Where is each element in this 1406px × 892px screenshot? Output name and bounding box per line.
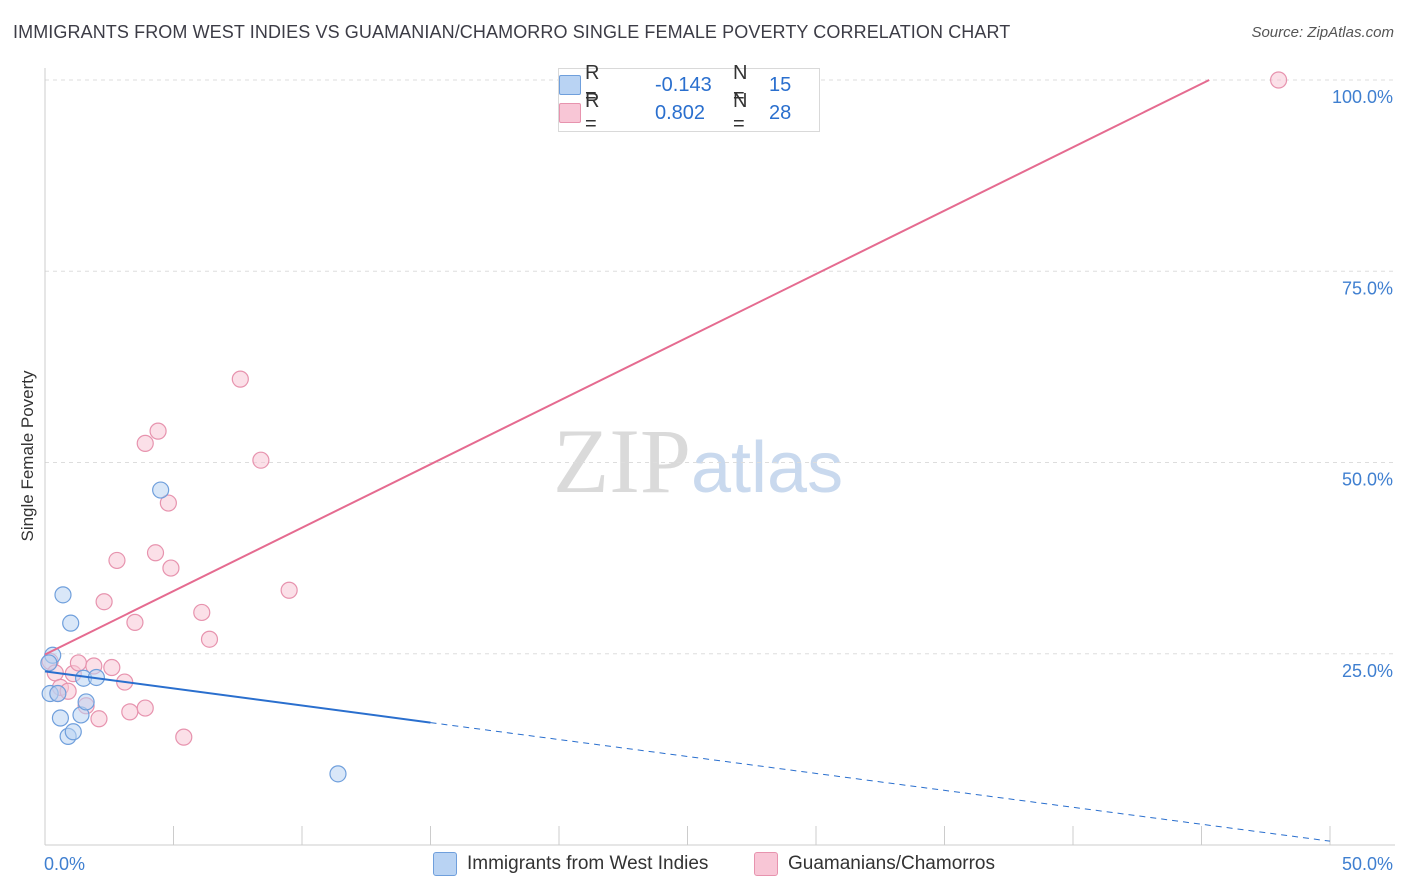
legend-n-label: N =	[733, 90, 748, 135]
legend-r-value: -0.143	[655, 73, 712, 96]
legend-swatch-blue	[433, 852, 457, 876]
data-point-guamanian	[200, 630, 219, 648]
data-point-guamanian	[252, 451, 270, 469]
data-point-west-indies	[64, 723, 82, 741]
legend-swatch-blue	[559, 75, 581, 95]
legend-label: Immigrants from West Indies	[467, 853, 709, 874]
source-label: Source: ZipAtlas.com	[1251, 24, 1394, 41]
watermark-atlas: atlas	[691, 428, 844, 508]
x-tick-label: 0.0%	[44, 854, 85, 874]
legend-item-west-indies[interactable]: Immigrants from West Indies	[433, 852, 708, 876]
trendline-west-indies	[44, 670, 431, 724]
data-point-guamanian	[280, 581, 298, 599]
data-point-west-indies	[77, 693, 95, 711]
legend-label: Guamanians/Chamorros	[788, 853, 995, 874]
data-point-west-indies	[54, 586, 72, 604]
correlation-legend: R = -0.143 N = 15 R = 0.802 N = 28	[558, 62, 820, 135]
data-point-guamanian	[149, 422, 167, 440]
y-tick-label: 50.0%	[1342, 470, 1393, 490]
data-point-guamanian	[103, 658, 121, 677]
x-tick-label: 50.0%	[1342, 854, 1393, 874]
legend-r-label: R =	[585, 62, 600, 107]
data-point-guamanian	[162, 559, 180, 577]
y-tick-label: 100.0%	[1332, 87, 1393, 107]
legend-n-label: N =	[733, 62, 748, 107]
legend-n-value: 15	[769, 73, 792, 96]
legend-n-value: 28	[769, 101, 792, 124]
legend-swatch-pink	[754, 852, 778, 876]
data-point-guamanian	[121, 703, 139, 721]
data-point-guamanian	[90, 710, 108, 728]
data-point-west-indies	[62, 614, 80, 632]
chart-title: IMMIGRANTS FROM WEST INDIES VS GUAMANIAN…	[13, 22, 1011, 42]
watermark-zip: ZIP	[553, 410, 691, 512]
data-point-guamanian	[175, 728, 193, 746]
data-point-guamanian	[231, 370, 249, 388]
data-point-guamanian	[69, 654, 88, 672]
data-point-guamanian	[136, 699, 154, 717]
data-point-west-indies	[329, 765, 347, 783]
data-point-west-indies	[49, 684, 67, 703]
data-point-guamanian	[159, 494, 177, 512]
y-tick-label: 75.0%	[1342, 278, 1393, 298]
data-point-guamanian	[146, 544, 165, 562]
legend-item-guamanians[interactable]: Guamanians/Chamorros	[754, 852, 995, 876]
legend-r-label: R =	[585, 90, 600, 135]
data-point-guamanian	[1269, 71, 1288, 89]
data-point-guamanian	[126, 613, 144, 631]
y-axis-label: Single Female Poverty	[18, 370, 37, 542]
data-point-guamanian	[95, 593, 113, 611]
data-point-guamanian	[193, 603, 211, 622]
legend-swatch-pink	[559, 103, 581, 123]
data-point-guamanian	[136, 434, 154, 452]
data-point-west-indies	[40, 654, 58, 672]
y-tick-label: 25.0%	[1342, 661, 1393, 681]
trendline-west-indies-extrapolated	[430, 722, 1331, 842]
data-point-west-indies	[51, 709, 70, 727]
data-point-west-indies	[152, 481, 170, 499]
legend-r-value: 0.802	[655, 101, 706, 124]
trendline-guamanian	[44, 79, 1210, 656]
data-point-guamanian	[108, 551, 126, 570]
watermark: ZIPatlas	[553, 408, 843, 514]
